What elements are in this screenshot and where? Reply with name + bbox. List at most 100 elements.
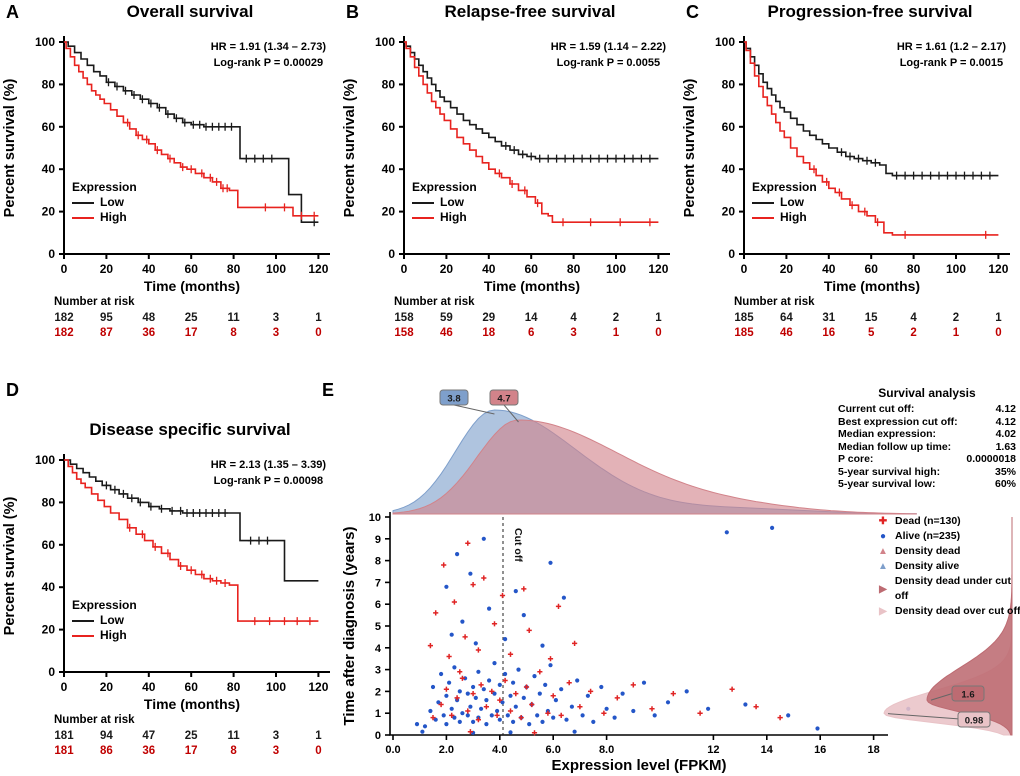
alive-point: [463, 676, 468, 681]
svg-text:0: 0: [375, 730, 381, 742]
hr-text: HR = 2.13 (1.35 – 3.39): [210, 459, 326, 471]
svg-text:2: 2: [375, 686, 381, 698]
risk-count: 4: [910, 312, 917, 324]
svg-text:20: 20: [42, 205, 56, 219]
alive-point: [441, 713, 446, 718]
svg-text:5: 5: [375, 621, 381, 633]
legend-title: Expression: [412, 180, 477, 194]
alive-point: [770, 525, 775, 530]
dead-point: [507, 651, 514, 657]
legend-label: Density dead: [895, 545, 961, 557]
risk-count: 158: [394, 312, 414, 324]
legend-label: Density alive: [895, 560, 960, 572]
alive-point: [503, 671, 508, 677]
svg-text:0: 0: [61, 262, 68, 276]
risk-count: 87: [99, 327, 113, 339]
alive-point: [508, 730, 513, 735]
alive-point: [455, 552, 460, 557]
risk-count: 16: [822, 327, 836, 339]
svg-text:100: 100: [266, 680, 286, 694]
alive-point: [489, 713, 494, 718]
km-axes: 0 20 40 60 80 100 120 0 20 40 60 80 100 Percent survi…: [682, 35, 1010, 276]
svg-text:Percent survival (%): Percent survival (%): [342, 79, 358, 218]
dead-point: [777, 715, 783, 721]
svg-text:60: 60: [525, 262, 539, 276]
survival-analysis-stats: Survival analysis Current cut off: 4.12 Be…: [838, 386, 1016, 491]
alive-point: [591, 719, 596, 724]
dead-point: [649, 706, 655, 712]
alive-point: [513, 704, 518, 709]
panel-disease-specific-survival: D Disease specific survival 0 20 40 60 80 100…: [0, 380, 340, 776]
legend-label-high: High: [100, 628, 127, 642]
risk-count: 1: [952, 327, 960, 339]
alive-point: [631, 708, 636, 714]
alive-point: [449, 706, 454, 711]
alive-point: [487, 606, 492, 611]
km-curve-low: [64, 459, 319, 582]
alive-point: [516, 667, 521, 672]
legend-label-low: Low: [100, 195, 124, 209]
dead-point: [483, 704, 489, 710]
risk-table-label: Number at risk: [734, 296, 815, 308]
risk-count: 18: [482, 327, 496, 339]
alive-point: [473, 641, 478, 646]
legend-label-low: Low: [440, 195, 464, 209]
dead-point: [449, 712, 455, 718]
risk-count: 64: [779, 312, 793, 324]
risk-count: 48: [142, 312, 156, 324]
alive-point: [471, 684, 476, 690]
alive-point: [414, 722, 420, 727]
alive-point: [444, 722, 449, 727]
scatter-points: [414, 525, 911, 736]
svg-text:80: 80: [722, 77, 736, 91]
risk-count: 25: [184, 312, 198, 324]
svg-text:60: 60: [722, 120, 736, 134]
alive-point: [465, 691, 470, 696]
svg-text:60: 60: [865, 262, 879, 276]
legend-label-high: High: [440, 210, 467, 224]
svg-text:40: 40: [142, 262, 156, 276]
alive-point: [684, 689, 689, 694]
risk-count: 59: [439, 312, 453, 324]
svg-text:12: 12: [707, 744, 719, 756]
svg-text:80: 80: [567, 262, 581, 276]
legend-label-low: Low: [100, 613, 124, 627]
dead-point: [489, 688, 495, 694]
svg-text:40: 40: [382, 162, 396, 176]
panel-expression-survival-analysis: E 3.8 4.7 0.0 2.0 4.0 6.0 8.0 12 14 16 18 0 1 2 3 4 5 6 7 8…: [322, 378, 1020, 774]
stat-p-core: P core: 0.0000018: [838, 453, 1016, 465]
risk-count: 2: [910, 327, 917, 339]
hr-annotation: HR = 2.13 (1.35 – 3.39) Log-rank P = 0.0…: [211, 458, 326, 490]
alive-point: [422, 724, 428, 729]
svg-text:120: 120: [988, 262, 1008, 276]
alive-point: [724, 530, 729, 535]
risk-count: 17: [184, 327, 198, 339]
alive-point: [508, 693, 513, 698]
dead-point: [577, 704, 583, 710]
alive-point: [444, 693, 449, 698]
km-plot: 0 20 40 60 80 100 120 0 20 40 60 80 100 Percent survi…: [342, 35, 670, 276]
km-curve-high: [64, 41, 319, 220]
chart-title: Overall survival: [126, 2, 254, 21]
expression-survival-plot: 3.8 4.70.0 2.0 4.0 6.0 8.0 12 14 16 1801234567891…: [341, 389, 1013, 774]
alive-point: [652, 713, 657, 718]
alive-point: [473, 695, 478, 700]
risk-count: 1: [612, 327, 620, 339]
alive-point: [553, 698, 558, 703]
legend-label: Dead (n=130): [895, 515, 961, 527]
km-plot: 0 20 40 60 80 100 120 0 20 40 60 80 100 Percent survi…: [2, 453, 330, 694]
alive-point: [511, 680, 516, 685]
alive-point: [540, 643, 545, 648]
alive-point: [428, 708, 433, 714]
alive-point: [468, 704, 473, 709]
panel-progression-free-survival: C Progression-free survival 0 20 40 60 80 100…: [680, 2, 1020, 358]
alive-point: [476, 669, 481, 674]
alive-point: [492, 661, 497, 666]
svg-text:80: 80: [382, 77, 396, 91]
dead-point: [443, 686, 449, 692]
risk-count: 0: [315, 745, 322, 757]
dead-point: [529, 701, 535, 708]
dead-point: [523, 684, 530, 690]
dead-point: [494, 712, 500, 718]
